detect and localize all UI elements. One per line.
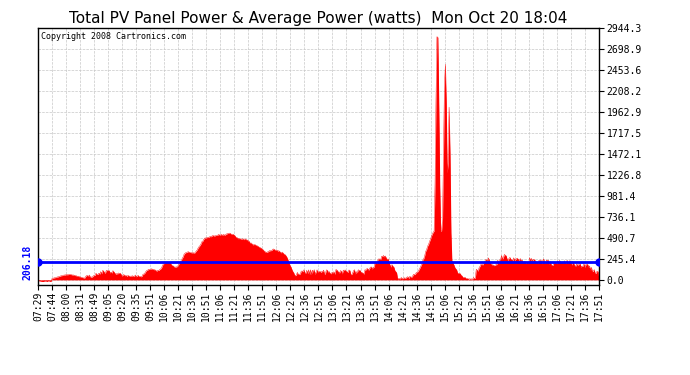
Title: Total PV Panel Power & Average Power (watts)  Mon Oct 20 18:04: Total PV Panel Power & Average Power (wa… <box>69 10 568 26</box>
Text: Copyright 2008 Cartronics.com: Copyright 2008 Cartronics.com <box>41 32 186 41</box>
Text: 206.18: 206.18 <box>22 244 32 280</box>
